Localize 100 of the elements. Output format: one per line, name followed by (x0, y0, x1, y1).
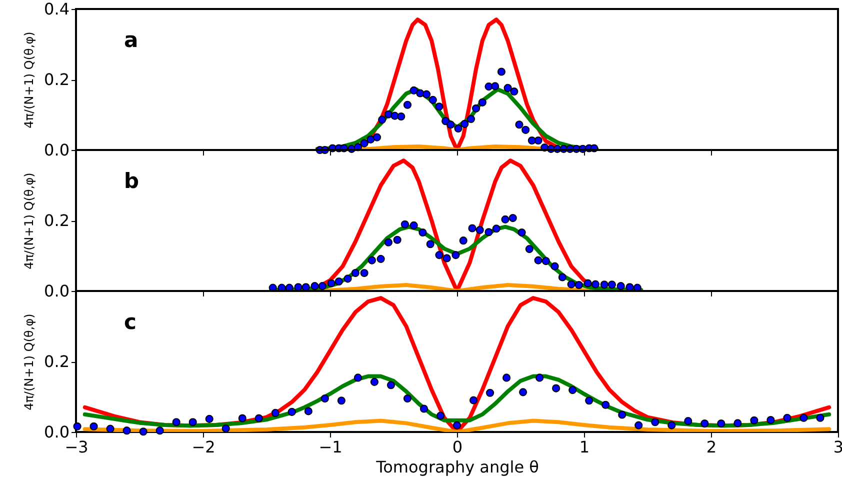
y-tick-label: 0.4 (44, 0, 70, 18)
point (410, 221, 418, 230)
y-axis-title: 4π/(N+1) Q(θ,φ) (22, 314, 36, 410)
point (766, 416, 775, 424)
point (327, 279, 336, 288)
point (368, 256, 376, 264)
point (684, 417, 692, 426)
point (717, 420, 726, 428)
point (491, 82, 500, 90)
point (476, 226, 484, 234)
point (734, 419, 742, 428)
y-tick-label: 0.2 (44, 211, 70, 230)
point (466, 114, 476, 124)
point (418, 228, 427, 237)
point (400, 220, 409, 228)
point (435, 251, 444, 260)
y-tick-label: 0.0 (44, 140, 70, 160)
point (668, 421, 676, 430)
point (416, 89, 424, 98)
x-tick-label: 1 (579, 438, 590, 456)
point (454, 124, 462, 133)
point (567, 280, 576, 288)
point (271, 408, 280, 417)
point (552, 384, 560, 392)
point (700, 420, 709, 428)
point (384, 110, 392, 118)
y-tick-label: 0.2 (44, 352, 70, 371)
point (750, 416, 758, 424)
point (452, 251, 460, 260)
point (384, 238, 392, 246)
point (376, 254, 385, 263)
x-axis-title: Tomography angle θ (375, 458, 539, 476)
point (602, 400, 610, 409)
x-tick-label: 0 (452, 438, 463, 456)
point (585, 396, 594, 405)
annotation: b (124, 169, 140, 193)
y-axis-title: 4π/(N+1) Q(θ,φ) (22, 32, 36, 128)
point (497, 68, 506, 76)
point (783, 414, 792, 422)
point (360, 268, 368, 278)
point (435, 102, 444, 111)
point (344, 274, 352, 283)
point (515, 120, 524, 129)
point (288, 408, 296, 416)
point (502, 374, 511, 382)
point (354, 374, 362, 382)
point (73, 422, 82, 430)
point (334, 277, 343, 286)
point (522, 126, 530, 134)
point (550, 262, 559, 270)
annotation: a (124, 28, 138, 52)
point (525, 245, 534, 254)
point (366, 135, 375, 144)
point (534, 256, 542, 264)
point (403, 100, 412, 109)
point (156, 426, 164, 435)
point (600, 280, 608, 289)
point (393, 236, 402, 244)
point (436, 412, 445, 420)
point (304, 407, 312, 416)
point (634, 421, 643, 430)
point (172, 418, 180, 426)
y-tick-label: 0.0 (44, 282, 70, 300)
y-tick-label: 0.2 (44, 70, 70, 89)
point (452, 421, 462, 430)
point (486, 388, 494, 397)
point (188, 418, 197, 426)
x-tick-label: 2 (706, 438, 717, 456)
point (574, 280, 583, 290)
point (651, 418, 660, 426)
point (139, 428, 148, 436)
point (508, 214, 517, 222)
point (492, 224, 500, 233)
point (472, 104, 480, 112)
point (370, 378, 378, 386)
point (468, 224, 476, 232)
point (410, 86, 418, 94)
point (591, 280, 600, 288)
point (616, 282, 625, 290)
point (518, 228, 526, 237)
point (320, 394, 329, 403)
point (460, 120, 469, 128)
point (420, 404, 428, 413)
point (618, 410, 626, 419)
point (534, 136, 542, 145)
point (360, 139, 368, 148)
point (501, 215, 510, 224)
point (254, 414, 263, 422)
point (422, 90, 431, 98)
point (558, 273, 566, 282)
x-tick-label: −1 (318, 438, 342, 456)
point (238, 414, 246, 422)
point (122, 426, 131, 435)
point (446, 120, 455, 129)
point (426, 240, 434, 248)
x-tick-label: −2 (192, 438, 216, 456)
point (816, 414, 824, 422)
point (205, 414, 214, 423)
point (337, 396, 346, 405)
point (386, 381, 395, 390)
